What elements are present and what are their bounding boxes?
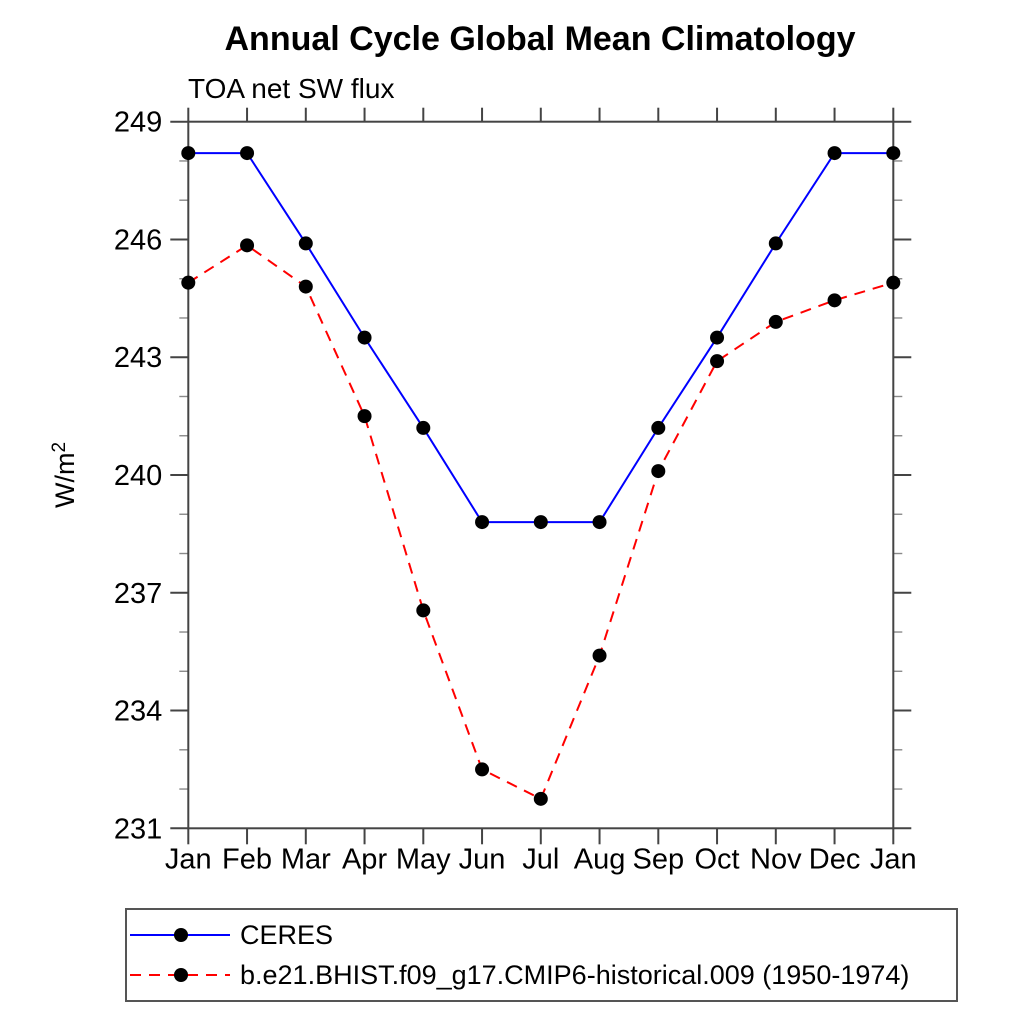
chart-subtitle: TOA net SW flux — [188, 73, 394, 104]
plot-canvas: Annual Cycle Global Mean Climatology TOA… — [49, 20, 917, 876]
data-point-marker — [416, 420, 431, 435]
data-point-marker — [475, 762, 490, 777]
data-point-marker — [592, 648, 607, 663]
x-tick-label: May — [396, 843, 451, 875]
legend-swatch-marker — [174, 928, 188, 942]
y-tick-label: 231 — [114, 813, 162, 845]
x-tick-label: Jul — [522, 843, 559, 875]
legend-label-model: b.e21.BHIST.f09_g17.CMIP6-historical.009… — [240, 959, 910, 990]
plot-frame — [187, 120, 895, 830]
data-point-marker — [357, 409, 372, 424]
x-tick-label: Sep — [632, 843, 684, 875]
y-tick-label: 240 — [114, 460, 162, 492]
data-point-marker — [475, 515, 490, 530]
data-series — [181, 146, 901, 806]
legend-line-model — [130, 968, 230, 982]
data-point-marker — [592, 515, 607, 530]
data-point-marker — [886, 275, 901, 290]
y-tick-label: 243 — [114, 342, 162, 374]
data-point-marker — [768, 314, 783, 329]
x-tick-label: Feb — [222, 843, 272, 875]
data-point-marker — [298, 236, 313, 251]
y-tick-label: 237 — [114, 578, 162, 610]
legend-entry-ceres: CERES — [127, 915, 956, 955]
data-point-marker — [416, 603, 431, 618]
y-tick-label: 249 — [114, 107, 162, 139]
x-tick-label: Mar — [281, 843, 331, 875]
y-tick-label: 234 — [114, 696, 162, 728]
series-line — [188, 152, 894, 524]
y-tick-label: 246 — [114, 224, 162, 256]
data-point-marker — [533, 791, 548, 806]
y-axis-title: W/m2 — [49, 442, 80, 508]
legend-swatch-marker — [174, 968, 188, 982]
x-tick-label: Aug — [574, 843, 626, 875]
data-point-marker — [710, 330, 725, 345]
x-tick-label: Apr — [342, 843, 387, 875]
data-point-marker — [651, 420, 666, 435]
data-point-marker — [651, 464, 666, 479]
x-tick-label: Oct — [694, 843, 739, 875]
legend-box: CERES b.e21.BHIST.f09_g17.CMIP6-historic… — [125, 908, 958, 1002]
data-point-marker — [240, 146, 255, 161]
chart-title: Annual Cycle Global Mean Climatology — [225, 20, 856, 58]
data-point-marker — [298, 279, 313, 294]
x-tick-label: Nov — [750, 843, 802, 875]
data-point-marker — [827, 293, 842, 308]
data-point-marker — [181, 146, 196, 161]
data-point-marker — [886, 146, 901, 161]
series-model — [181, 238, 901, 806]
data-point-marker — [533, 515, 548, 530]
x-tick-label: Jan — [870, 843, 917, 875]
data-point-marker — [357, 330, 372, 345]
data-point-marker — [768, 236, 783, 251]
legend-line-ceres — [130, 928, 230, 942]
x-tick-label: Dec — [809, 843, 861, 875]
legend-label-ceres: CERES — [240, 919, 334, 950]
x-tick-label: Jan — [165, 843, 212, 875]
data-point-marker — [827, 146, 842, 161]
data-point-marker — [240, 238, 255, 253]
data-point-marker — [181, 275, 196, 290]
x-tick-label: Jun — [459, 843, 506, 875]
axes: 231 234 237 240 243 246 249 Jan Feb Mar Apr May Jun J… — [49, 107, 917, 876]
series-ceres — [181, 146, 901, 530]
data-point-marker — [710, 354, 725, 369]
legend-entry-model: b.e21.BHIST.f09_g17.CMIP6-historical.009… — [127, 955, 956, 995]
